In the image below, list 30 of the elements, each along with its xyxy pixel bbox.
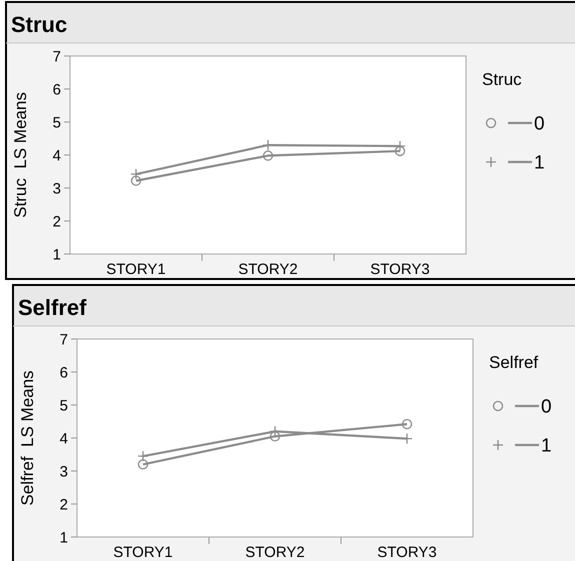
- legend-label: 0: [534, 114, 545, 135]
- y-axis-title: Selfref LS Means: [18, 370, 37, 506]
- legend-label: 1: [534, 152, 545, 174]
- y-tick-label: 5: [52, 114, 61, 132]
- x-tick-label: STORY2: [238, 261, 298, 278]
- x-tick-label: STORY3: [377, 544, 437, 561]
- y-tick-label: 7: [52, 48, 61, 66]
- legend-title: Struc: [482, 70, 522, 89]
- legend-title: Selfref: [489, 353, 538, 372]
- legend-label: 1: [541, 436, 552, 457]
- y-axis-title: Struc LS Means: [11, 92, 30, 218]
- y-tick-label: 2: [52, 213, 61, 230]
- y-tick-label: 3: [52, 180, 61, 198]
- chart-title: Selfref: [18, 295, 88, 320]
- y-tick-label: 1: [60, 529, 68, 546]
- x-tick-label: STORY2: [245, 544, 305, 561]
- x-tick-label: STORY1: [113, 544, 173, 561]
- y-tick-label: 1: [52, 246, 61, 264]
- y-tick-label: 6: [60, 364, 68, 382]
- y-tick-label: 3: [60, 463, 68, 480]
- x-tick-label: STORY1: [106, 261, 166, 278]
- y-tick-label: 5: [60, 397, 68, 414]
- y-tick-label: 7: [60, 331, 68, 348]
- chart-title: Struc: [11, 12, 68, 37]
- y-tick-label: 4: [60, 430, 68, 448]
- x-tick-label: STORY3: [370, 261, 430, 278]
- legend-label: 0: [541, 396, 552, 418]
- y-tick-label: 4: [52, 147, 61, 164]
- y-tick-label: 2: [60, 496, 68, 514]
- y-tick-label: 6: [52, 81, 61, 98]
